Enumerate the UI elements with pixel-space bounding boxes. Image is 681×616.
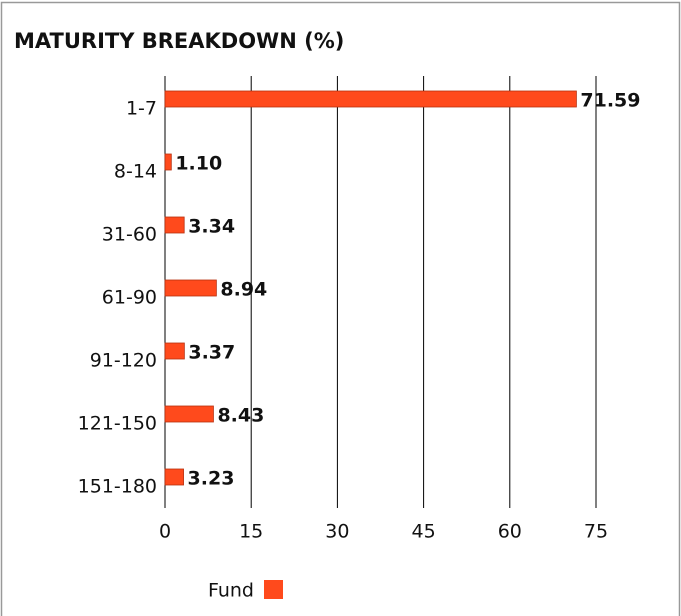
bar [164,405,214,423]
value-label: 8.43 [217,405,264,427]
value-label: 8.94 [220,279,267,301]
value-label: 71.59 [580,90,640,112]
value-label: 3.37 [188,342,235,364]
chart-title: MATURITY BREAKDOWN (%) [14,29,344,53]
bar [164,153,172,171]
y-tick-label: 1-7 [126,98,157,120]
bar [164,90,577,108]
x-tick-label: 0 [159,521,171,543]
x-tick-label: 15 [239,521,263,543]
y-tick-label: 31-60 [102,224,157,246]
bar [164,468,184,486]
x-tick-label: 45 [412,521,436,543]
y-tick-label: 8-14 [114,161,157,183]
legend-swatch [264,580,283,599]
value-label: 3.34 [188,216,235,238]
bar [164,279,217,297]
value-label: 3.23 [188,468,235,490]
bar [164,342,185,360]
value-label: 1.10 [175,153,222,175]
y-tick-label: 91-120 [90,350,157,372]
y-tick-label: 151-180 [78,476,157,498]
bar [164,216,185,234]
x-tick-label: 60 [498,521,522,543]
y-tick-label: 61-90 [102,287,157,309]
y-tick-label: 121-150 [78,413,157,435]
legend-label: Fund [208,580,254,602]
x-tick-label: 75 [584,521,608,543]
x-tick-label: 30 [325,521,349,543]
